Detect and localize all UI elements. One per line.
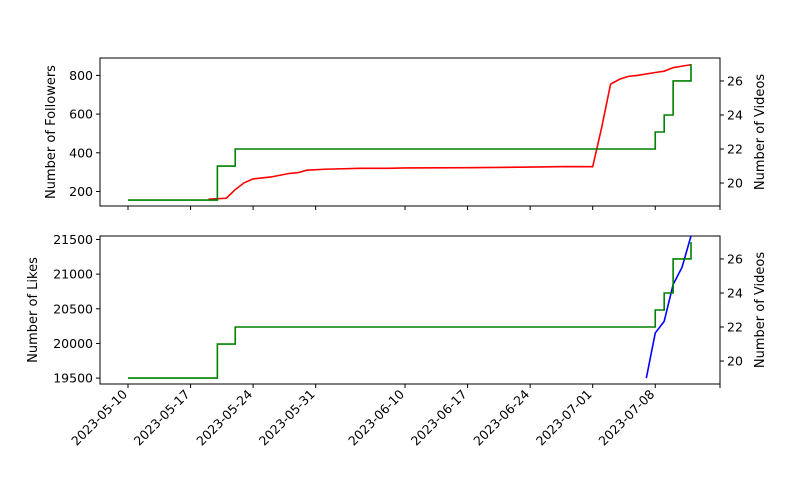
likes-y2-axis-label: Number of Videos <box>753 252 768 368</box>
y-tick-label: 20000 <box>53 336 93 351</box>
followers-series-group <box>128 63 692 201</box>
y-tick-label: 600 <box>69 107 93 122</box>
followers-plot-frame <box>99 57 721 207</box>
followers-series-line <box>208 63 692 201</box>
likes-panel: 19500 20000 20500 21000 21500 20 22 24 26 Number… <box>26 232 768 388</box>
followers-axes-group: 200 400 600 800 20 22 24 26 <box>69 68 743 210</box>
x-tick-label: 2023-07-01 <box>533 387 595 449</box>
y-tick-label: 20500 <box>53 301 93 316</box>
x-tick-label: 2023-05-31 <box>256 387 318 449</box>
y-tick-label: 21000 <box>53 267 93 282</box>
x-tick-label: 2023-06-17 <box>408 387 470 449</box>
x-tick-label: 2023-05-17 <box>131 387 193 449</box>
y2-tick-label: 26 <box>727 251 743 266</box>
videos-series-line <box>128 63 692 201</box>
y2-tick-label: 22 <box>727 142 743 157</box>
y-tick-label: 800 <box>69 68 93 83</box>
shared-date-axis: 2023-05-10 2023-05-17 2023-05-24 2023-05-31… <box>68 386 657 448</box>
x-tick-label: 2023-07-08 <box>595 386 657 448</box>
y-tick-label: 19500 <box>53 371 93 386</box>
y-tick-label: 200 <box>69 184 93 199</box>
x-tick-label: 2023-05-10 <box>68 386 130 448</box>
followers-panel: 200 400 600 800 20 22 24 26 Number of Followers… <box>44 57 768 210</box>
videos-series-line <box>128 241 692 379</box>
likes-axes-group: 19500 20000 20500 21000 21500 20 22 24 26 <box>53 232 743 388</box>
likes-series-group <box>128 235 692 379</box>
y2-tick-label: 20 <box>727 354 743 369</box>
y2-tick-label: 22 <box>727 320 743 335</box>
followers-y-axis-label: Number of Followers <box>44 65 59 199</box>
likes-y-axis-label: Number of Likes <box>26 257 41 363</box>
y2-tick-label: 24 <box>727 107 743 122</box>
y-tick-label: 400 <box>69 145 93 160</box>
y-tick-label: 21500 <box>53 232 93 247</box>
followers-y2-axis-label: Number of Videos <box>753 74 768 190</box>
y2-tick-label: 20 <box>727 176 743 191</box>
likes-series-line <box>645 235 692 379</box>
x-tick-label: 2023-06-24 <box>470 386 532 448</box>
x-tick-label: 2023-06-10 <box>345 386 407 448</box>
likes-plot-frame <box>99 235 721 385</box>
x-tick-label: 2023-05-24 <box>193 386 255 448</box>
y2-tick-label: 24 <box>727 285 743 300</box>
y2-tick-label: 26 <box>727 73 743 88</box>
